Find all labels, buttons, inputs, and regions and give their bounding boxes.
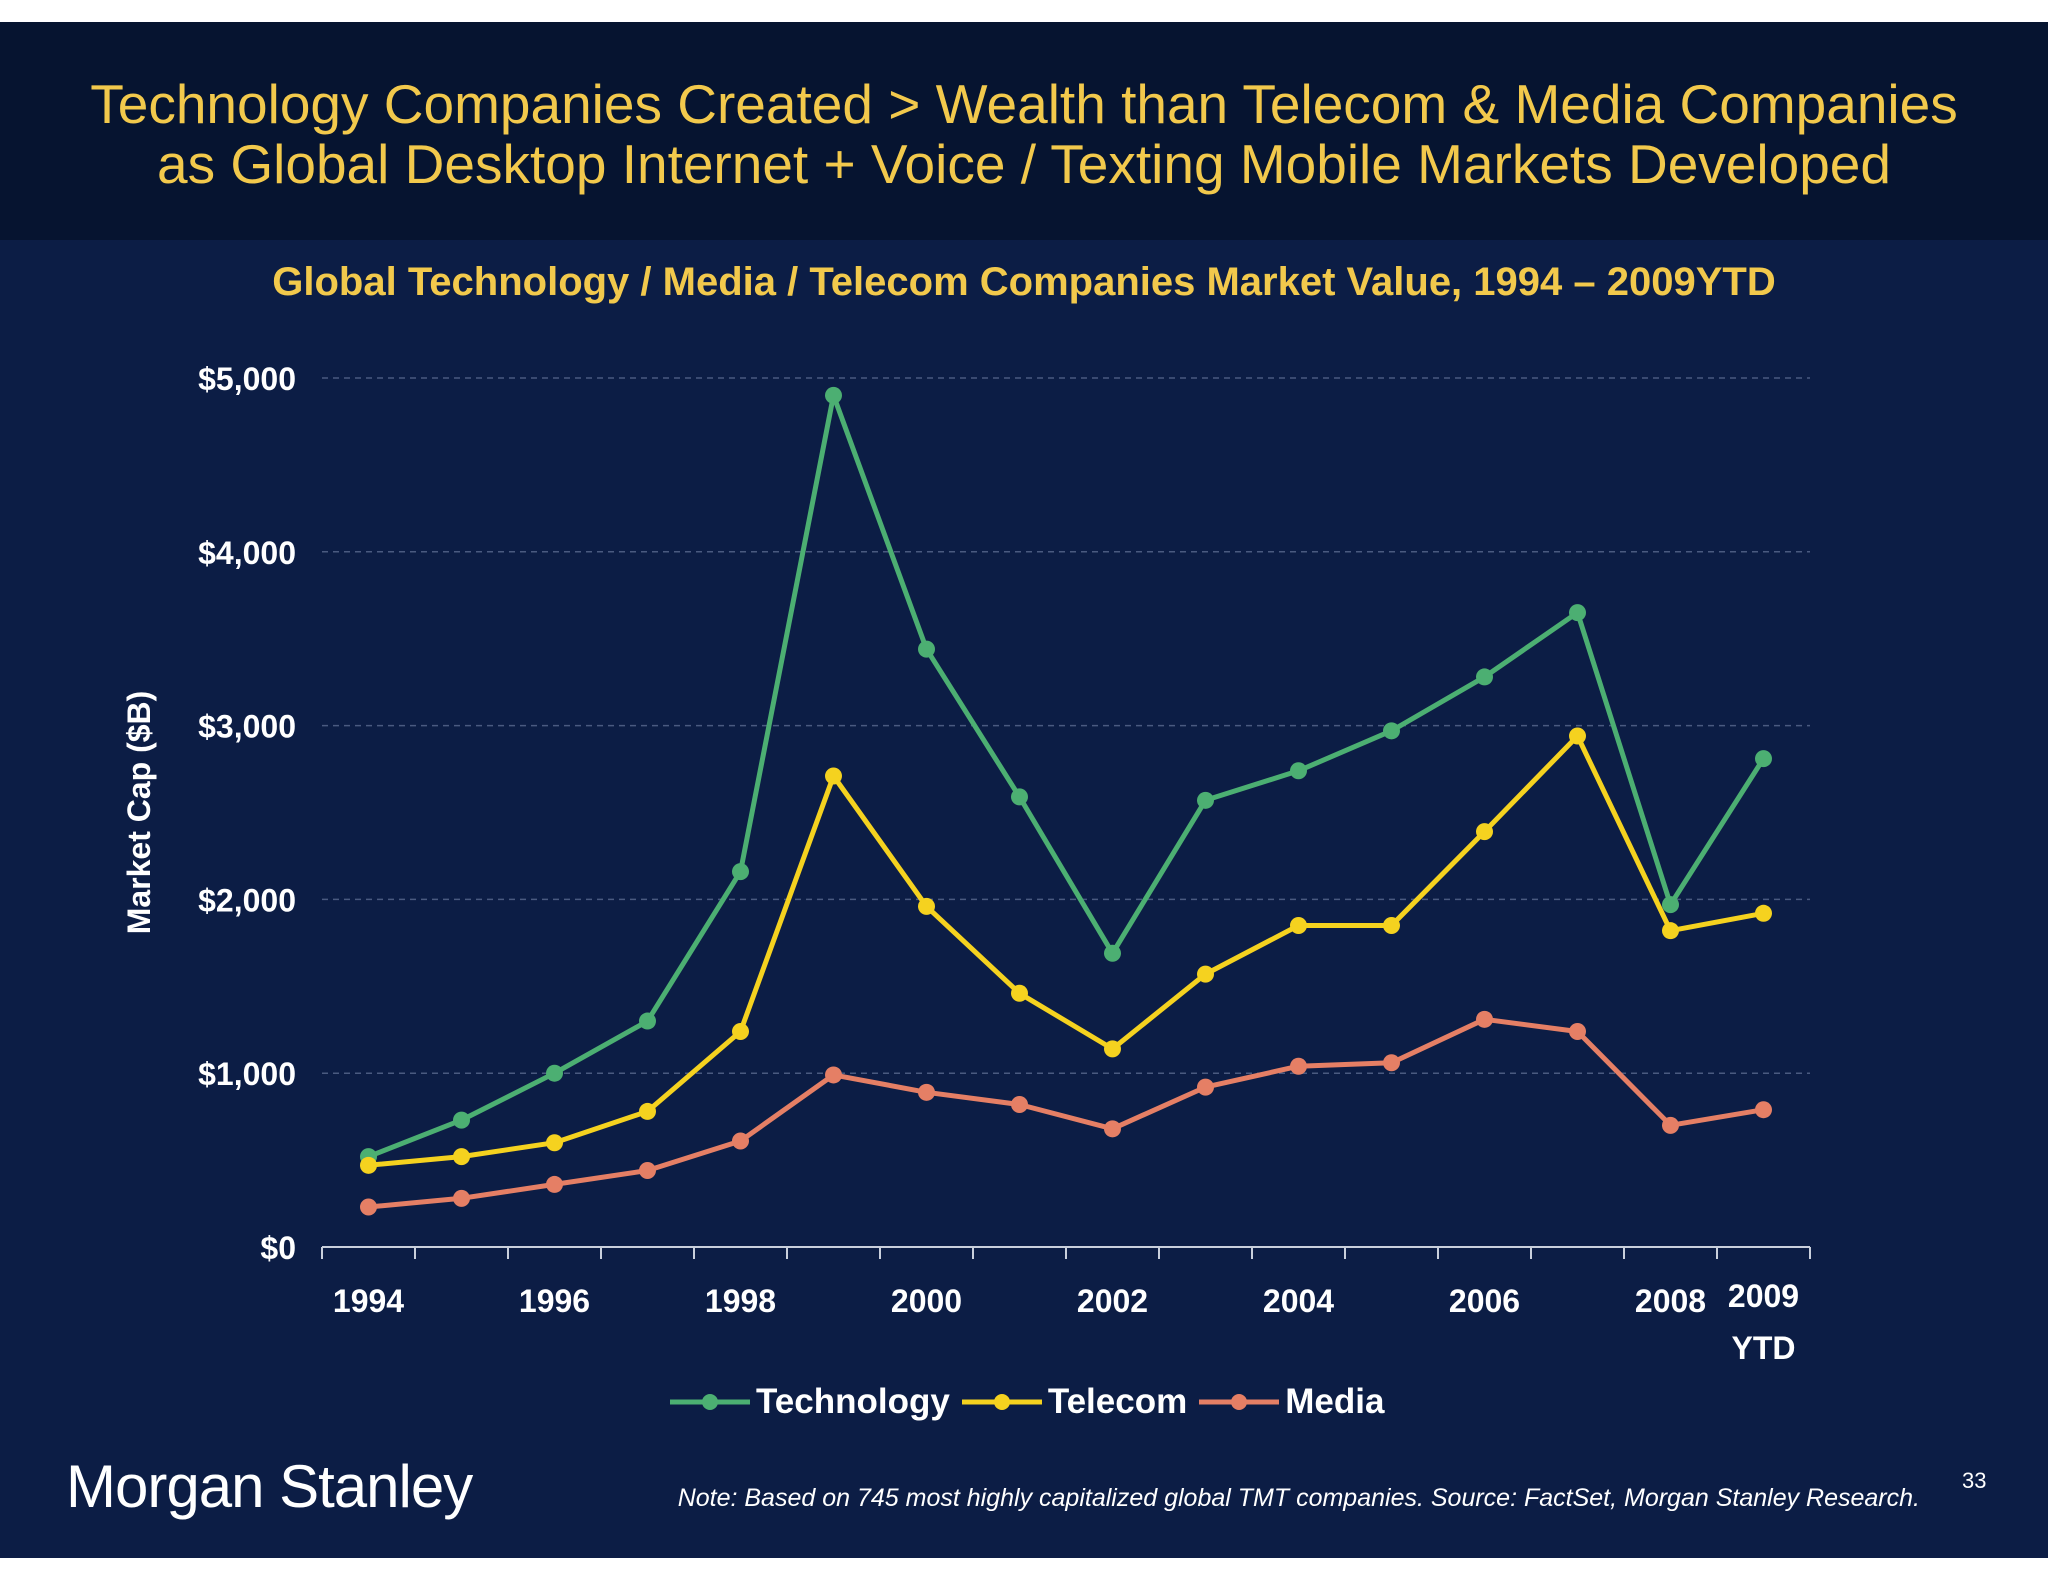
legend-item-media: Media	[1199, 1382, 1384, 1422]
slide-title-line-1: Technology Companies Created > Wealth th…	[90, 73, 1958, 135]
chart-legend: Technology Telecom Media	[670, 1374, 1396, 1430]
data-point-technology	[1755, 750, 1772, 768]
x-tick-label: 2006	[1449, 1283, 1520, 1319]
data-point-telecom	[1662, 922, 1679, 940]
x-tick-sublabel: YTD	[1732, 1330, 1796, 1366]
y-tick-label: $2,000	[198, 882, 296, 918]
page-number: 33	[1962, 1468, 1987, 1493]
data-point-technology	[1011, 788, 1028, 806]
legend-swatch-media	[1199, 1394, 1280, 1410]
data-point-technology	[1662, 896, 1679, 914]
data-point-telecom	[1755, 904, 1772, 922]
y-tick-label: $3,000	[198, 709, 296, 745]
data-point-technology	[453, 1111, 470, 1129]
data-point-technology	[1197, 791, 1214, 809]
data-point-telecom	[1197, 965, 1214, 983]
data-point-telecom	[639, 1102, 656, 1120]
data-point-media	[1755, 1101, 1772, 1119]
series-line-telecom	[368, 733, 1764, 1168]
legend-swatch-technology	[670, 1394, 750, 1410]
legend-swatch-telecom	[961, 1394, 1042, 1410]
data-point-technology	[918, 640, 935, 658]
x-tick-label: 2009	[1728, 1278, 1799, 1314]
data-point-telecom	[825, 767, 842, 785]
legend-item-telecom: Telecom	[961, 1382, 1188, 1422]
x-tick-label: 2004	[1263, 1283, 1334, 1319]
data-point-media	[546, 1175, 563, 1193]
data-point-media	[1569, 1022, 1586, 1040]
data-point-media	[1011, 1095, 1028, 1113]
data-point-media	[918, 1083, 935, 1101]
legend-label-telecom: Telecom	[1047, 1382, 1188, 1421]
data-point-technology	[732, 863, 749, 881]
data-point-telecom	[732, 1022, 749, 1040]
data-point-telecom	[1569, 727, 1586, 745]
data-point-media	[639, 1162, 656, 1180]
data-point-technology	[1476, 668, 1493, 686]
y-tick-label: $4,000	[198, 535, 296, 571]
slide-title-line-2: as Global Desktop Internet + Voice / Tex…	[157, 133, 1891, 195]
data-point-media	[1197, 1078, 1214, 1096]
data-point-media	[1476, 1010, 1493, 1028]
series-line-media	[368, 1016, 1764, 1210]
data-point-technology	[1383, 722, 1400, 740]
x-tick-label: 1994	[333, 1283, 404, 1319]
series-line-technology	[367, 392, 1766, 1159]
data-point-media	[1383, 1054, 1400, 1072]
data-point-telecom	[1011, 984, 1028, 1002]
legend-label-technology: Technology	[756, 1382, 950, 1421]
data-point-telecom	[1104, 1040, 1121, 1058]
legend-label-media: Media	[1285, 1382, 1385, 1421]
data-point-technology	[825, 386, 842, 404]
data-point-technology	[546, 1064, 563, 1082]
y-tick-label: $1,000	[198, 1056, 296, 1092]
y-tick-label: $0	[260, 1230, 296, 1266]
title-band: Technology Companies Created > Wealth th…	[0, 22, 2048, 240]
data-point-telecom	[1383, 916, 1400, 934]
data-point-telecom	[1290, 916, 1307, 934]
data-point-technology	[1104, 944, 1121, 962]
x-tick-label: 1996	[519, 1283, 590, 1319]
y-axis-title: Market Cap ($B)	[121, 691, 157, 935]
morgan-stanley-logo: Morgan Stanley	[66, 1453, 473, 1520]
y-tick-label: $5,000	[198, 361, 296, 397]
data-point-media	[360, 1198, 377, 1216]
x-tick-label: 2008	[1635, 1283, 1706, 1319]
data-point-telecom	[546, 1134, 563, 1152]
legend-item-technology: Technology	[670, 1382, 950, 1422]
data-point-telecom	[1476, 823, 1493, 841]
data-point-telecom	[918, 897, 935, 915]
line-chart: $0 $1,000 $2,000 $3,000 $4,000 $5,000 1994 1996…	[121, 361, 1811, 1366]
data-point-media	[453, 1189, 470, 1207]
data-point-media	[1104, 1120, 1121, 1138]
slide: Technology Companies Created > Wealth th…	[0, 22, 2048, 1558]
data-point-telecom	[360, 1156, 377, 1174]
data-point-technology	[1569, 604, 1586, 622]
data-point-telecom	[453, 1148, 470, 1166]
data-point-media	[1290, 1057, 1307, 1075]
data-point-media	[825, 1066, 842, 1084]
x-tick-label: 1998	[705, 1283, 776, 1319]
data-point-media	[1662, 1116, 1679, 1134]
data-point-technology	[1290, 762, 1307, 780]
x-tick-label: 2002	[1077, 1283, 1148, 1319]
data-point-technology	[639, 1012, 656, 1030]
x-tick-label: 2000	[891, 1283, 962, 1319]
source-note: Note: Based on 745 most highly capitaliz…	[677, 1484, 1920, 1512]
chart-title: Global Technology / Media / Telecom Comp…	[272, 260, 1776, 304]
data-point-media	[732, 1132, 749, 1150]
